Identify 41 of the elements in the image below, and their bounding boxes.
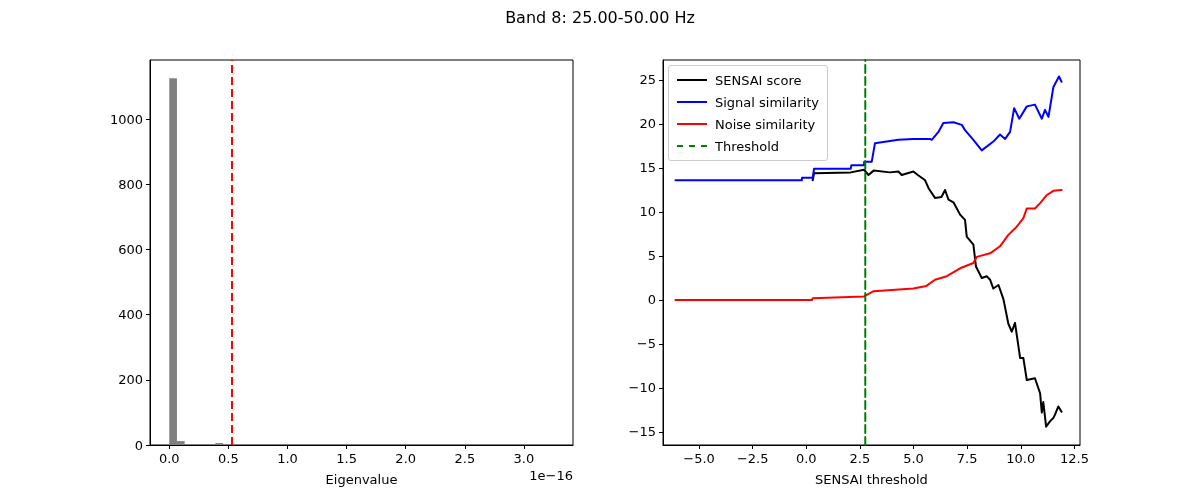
y-tick-label: 200 (118, 372, 143, 388)
x-tick-label: 1.0 (277, 451, 298, 466)
x-tick-label: 2.5 (849, 451, 871, 466)
chart-title: Band 8: 25.00-50.00 Hz (504, 8, 696, 27)
y-tick-label: 800 (118, 176, 143, 192)
x-tick-label: 0.5 (218, 451, 239, 466)
y-tick-label: 25 (639, 72, 656, 88)
y-tick-label: 400 (118, 307, 143, 323)
y-tick-label: 5 (647, 248, 656, 264)
x-axis-title: SENSAI threshold (815, 472, 928, 487)
x-tick-label: 3.0 (513, 451, 535, 466)
y-tick-label: −10 (628, 380, 656, 396)
y-tick-label: 0 (647, 292, 656, 308)
text: 1e−16 (529, 468, 574, 483)
legend-label: SENSAI score (715, 72, 802, 88)
y-tick-label: 600 (118, 241, 143, 257)
line-series (674, 75, 1063, 182)
y-tick-label: 0 (134, 437, 143, 453)
x-tick-label: −2.5 (736, 451, 769, 466)
line-series (811, 168, 1063, 428)
x-tick-label: 12.5 (1059, 451, 1089, 466)
legend-label: Signal similarity (715, 94, 820, 110)
x-tick-label: 7.5 (956, 451, 978, 466)
y-tick-label: 15 (639, 160, 656, 176)
legend-label: Threshold (715, 138, 780, 154)
y-tick-label: −15 (628, 424, 656, 440)
x-tick-label: 0.0 (795, 451, 817, 466)
y-tick-label: 1000 (109, 111, 143, 127)
line-series (674, 188, 1063, 301)
x-tick-label: −5.0 (683, 451, 715, 466)
x-tick-label: 0.0 (158, 451, 180, 466)
x-tick-label: 2.5 (454, 451, 476, 466)
legend-label: Noise similarity (715, 116, 816, 132)
x-tick-label: 5.0 (903, 451, 924, 466)
x-tick-label: 1.5 (336, 451, 357, 466)
x-tick-label: 10.0 (1006, 451, 1036, 466)
x-axis-title: Eigenvalue (325, 472, 398, 487)
y-tick-label: 20 (639, 116, 656, 132)
y-tick-label: −5 (636, 336, 656, 352)
x-tick-label: 2.0 (395, 451, 417, 466)
y-tick-label: 10 (639, 204, 656, 220)
